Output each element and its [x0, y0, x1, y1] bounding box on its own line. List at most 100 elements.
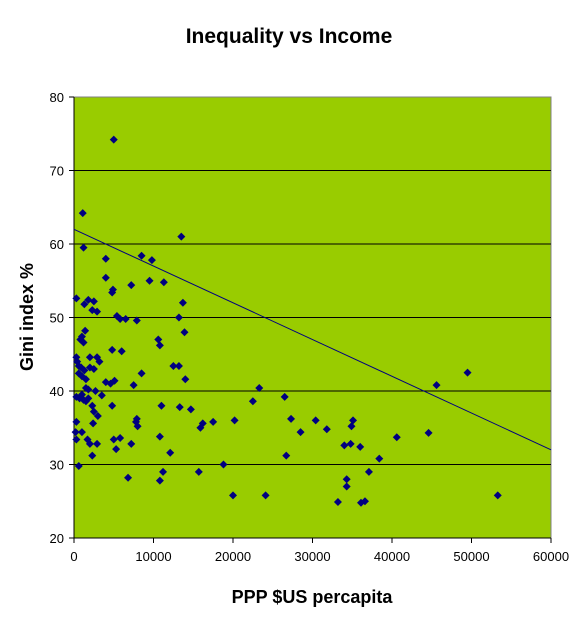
data-point — [71, 428, 80, 437]
data-point — [147, 256, 156, 265]
data-point — [109, 135, 118, 144]
data-point — [72, 435, 81, 444]
data-point — [311, 416, 320, 425]
data-point — [72, 294, 81, 303]
data-point — [89, 419, 98, 428]
data-point — [155, 341, 164, 350]
data-point — [145, 276, 154, 285]
data-point — [346, 439, 355, 448]
data-point — [364, 467, 373, 476]
y-tick-label: 50 — [50, 311, 64, 326]
data-point — [127, 439, 136, 448]
gridlines — [74, 170, 551, 465]
data-point — [493, 491, 502, 500]
data-point — [95, 357, 104, 366]
data-point — [159, 278, 168, 287]
data-point — [127, 281, 136, 290]
data-point — [392, 433, 401, 442]
y-tick-label: 20 — [50, 531, 64, 546]
y-tick-label: 40 — [50, 384, 64, 399]
data-point — [89, 364, 98, 373]
data-point — [175, 403, 184, 412]
data-point — [194, 467, 203, 476]
data-point — [124, 473, 133, 482]
y-tick-label: 80 — [50, 90, 64, 105]
data-points — [71, 135, 502, 507]
data-point — [463, 368, 472, 377]
data-point — [186, 405, 195, 414]
data-point — [80, 300, 89, 309]
x-tick-label: 30000 — [294, 549, 330, 564]
data-point — [155, 476, 164, 485]
x-axis-ticks: 0 10000 20000 30000 40000 50000 60000 — [70, 538, 569, 564]
data-point — [116, 434, 125, 443]
x-axis-title: PPP $US percapita — [232, 587, 394, 607]
x-tick-label: 40000 — [374, 549, 410, 564]
data-point — [287, 414, 296, 423]
data-point — [177, 232, 186, 241]
x-tick-label: 10000 — [135, 549, 171, 564]
data-point — [74, 461, 83, 470]
data-point — [112, 445, 121, 454]
data-point — [78, 209, 87, 218]
data-point — [349, 416, 358, 425]
data-point — [133, 422, 142, 431]
data-point — [360, 497, 369, 506]
data-point — [109, 435, 118, 444]
data-point — [282, 451, 291, 460]
data-point — [280, 392, 289, 401]
data-point — [101, 254, 110, 263]
y-tick-label: 30 — [50, 458, 64, 473]
y-tick-label: 70 — [50, 164, 64, 179]
data-point — [79, 338, 88, 347]
data-point — [84, 295, 93, 304]
data-point — [166, 448, 175, 457]
data-point — [333, 497, 342, 506]
data-point — [88, 401, 97, 410]
data-point — [219, 460, 228, 469]
data-point — [424, 428, 433, 437]
data-point — [181, 375, 190, 384]
data-point — [77, 428, 86, 437]
data-point — [101, 273, 110, 282]
data-point — [77, 332, 86, 341]
data-point — [89, 297, 98, 306]
data-point — [81, 375, 90, 384]
data-point — [80, 366, 89, 375]
data-point — [93, 439, 102, 448]
data-point — [84, 385, 93, 394]
data-point — [89, 407, 98, 416]
data-point — [81, 326, 90, 335]
data-point — [356, 442, 365, 451]
data-point — [108, 285, 117, 294]
data-point — [155, 432, 164, 441]
data-point — [340, 441, 349, 450]
data-point — [174, 362, 183, 371]
data-point — [137, 369, 146, 378]
data-point — [97, 391, 106, 400]
data-point — [159, 467, 168, 476]
data-point — [79, 243, 88, 252]
data-point — [296, 428, 305, 437]
data-point — [178, 298, 187, 307]
data-point — [342, 482, 351, 491]
data-point — [108, 401, 117, 410]
data-point — [230, 416, 239, 425]
data-point — [248, 397, 257, 406]
data-point — [85, 439, 94, 448]
x-tick-label: 60000 — [533, 549, 569, 564]
data-point — [121, 314, 130, 323]
data-point — [129, 381, 138, 390]
trendline — [73, 228, 552, 451]
y-axis-ticks: 20 30 40 50 60 70 80 — [50, 90, 74, 546]
x-tick-label: 20000 — [215, 549, 251, 564]
data-point — [91, 387, 100, 395]
data-point — [117, 347, 126, 356]
y-axis-title: Gini index % — [17, 263, 37, 371]
data-point — [154, 335, 163, 344]
data-point — [261, 491, 270, 500]
data-point — [84, 394, 93, 403]
data-point — [108, 345, 117, 354]
data-point — [347, 422, 356, 431]
data-point — [198, 419, 207, 428]
